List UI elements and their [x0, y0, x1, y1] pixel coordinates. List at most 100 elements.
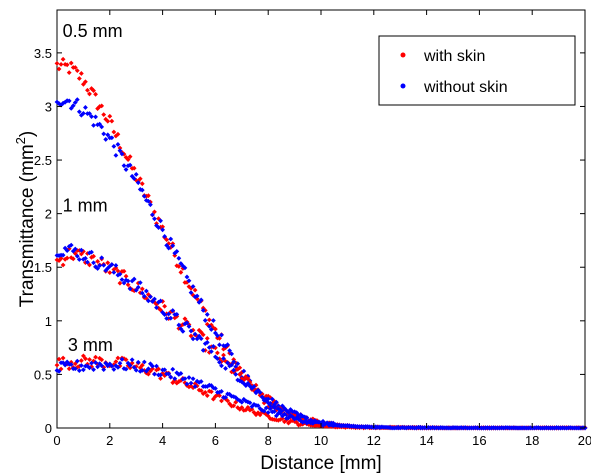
data-point — [148, 202, 153, 208]
data-point — [115, 268, 121, 274]
data-point — [231, 403, 237, 409]
data-point — [58, 256, 64, 261]
data-point — [245, 376, 251, 382]
data-point — [168, 315, 174, 321]
data-point — [113, 263, 119, 268]
data-point — [192, 287, 198, 293]
data-point — [91, 253, 96, 259]
data-point — [267, 406, 273, 412]
data-point — [111, 269, 117, 275]
data-point — [156, 366, 161, 372]
data-point — [219, 398, 224, 404]
data-point — [105, 118, 111, 124]
data-point — [158, 372, 163, 378]
data-point — [87, 111, 92, 116]
data-point — [76, 257, 82, 262]
data-point — [68, 362, 74, 367]
data-point — [204, 340, 210, 345]
data-point — [172, 376, 178, 382]
data-point — [119, 356, 125, 362]
data-point — [168, 236, 174, 242]
data-point — [99, 103, 105, 109]
data-point — [148, 294, 153, 300]
data-point — [76, 368, 82, 374]
data-point — [60, 56, 66, 62]
data-point — [160, 224, 166, 230]
legend-box — [378, 35, 576, 106]
data-point — [80, 110, 86, 116]
data-point — [188, 328, 194, 334]
y-tick-label: 0 — [45, 421, 52, 436]
data-point — [66, 366, 72, 372]
data-point — [125, 278, 131, 284]
data-point — [89, 360, 94, 366]
data-point — [202, 390, 208, 395]
data-point — [72, 366, 78, 372]
data-point — [127, 363, 133, 368]
data-point — [217, 359, 222, 365]
data-point — [109, 262, 115, 267]
data-point — [141, 293, 147, 299]
data-point — [139, 181, 145, 187]
data-point — [229, 351, 235, 357]
data-point — [93, 354, 98, 360]
x-tick-label: 20 — [578, 433, 591, 448]
data-point — [109, 363, 115, 369]
legend: with skin without skin — [378, 35, 576, 106]
x-axis-ticks: 0 2 4 6 8 10 12 14 16 18 20 — [53, 10, 591, 448]
data-point — [145, 371, 151, 377]
legend-label-with-skin: with skin — [423, 48, 485, 65]
data-point — [282, 411, 287, 417]
data-point — [80, 353, 86, 359]
data-point — [87, 91, 92, 97]
data-point — [66, 70, 72, 76]
data-point — [121, 163, 127, 169]
data-point — [162, 312, 168, 318]
curve-label: 0.5 mm — [63, 21, 123, 41]
data-point — [83, 356, 88, 362]
y-tick-label: 3.5 — [34, 46, 52, 61]
data-point — [99, 357, 105, 363]
data-point — [152, 296, 157, 302]
data-point — [74, 358, 80, 364]
data-point — [176, 255, 182, 261]
x-tick-label: 4 — [159, 433, 166, 448]
data-point — [113, 359, 119, 365]
data-point — [54, 61, 60, 66]
data-point — [225, 360, 230, 366]
data-point — [164, 316, 170, 321]
data-point — [80, 367, 86, 373]
data-point — [135, 359, 141, 365]
data-point — [127, 154, 133, 160]
data-point — [74, 97, 80, 103]
data-point — [208, 389, 214, 395]
data-point — [245, 404, 251, 410]
data-point — [123, 273, 129, 279]
curve-annotations: 0.5 mm 1 mm 3 mm — [63, 21, 123, 355]
data-point — [105, 260, 111, 266]
data-point — [119, 277, 125, 283]
data-point — [78, 363, 84, 368]
data-point — [66, 98, 72, 104]
legend-label-without-skin: without skin — [423, 79, 508, 96]
y-tick-label: 2.5 — [34, 153, 52, 168]
data-point — [170, 366, 176, 372]
data-point — [123, 167, 129, 172]
data-point — [135, 180, 141, 186]
data-point — [237, 372, 243, 377]
data-point — [109, 118, 115, 124]
data-points — [54, 56, 588, 431]
x-tick-label: 16 — [472, 433, 486, 448]
data-point — [117, 280, 123, 286]
data-point — [101, 112, 107, 118]
data-point — [76, 76, 82, 81]
data-point — [97, 263, 103, 268]
data-point — [95, 364, 101, 370]
data-point — [158, 298, 163, 304]
data-point — [202, 318, 208, 323]
data-point — [87, 357, 92, 362]
data-point — [64, 255, 70, 261]
legend-marker-with-skin — [400, 52, 406, 58]
data-point — [87, 365, 92, 371]
data-point — [145, 366, 151, 372]
